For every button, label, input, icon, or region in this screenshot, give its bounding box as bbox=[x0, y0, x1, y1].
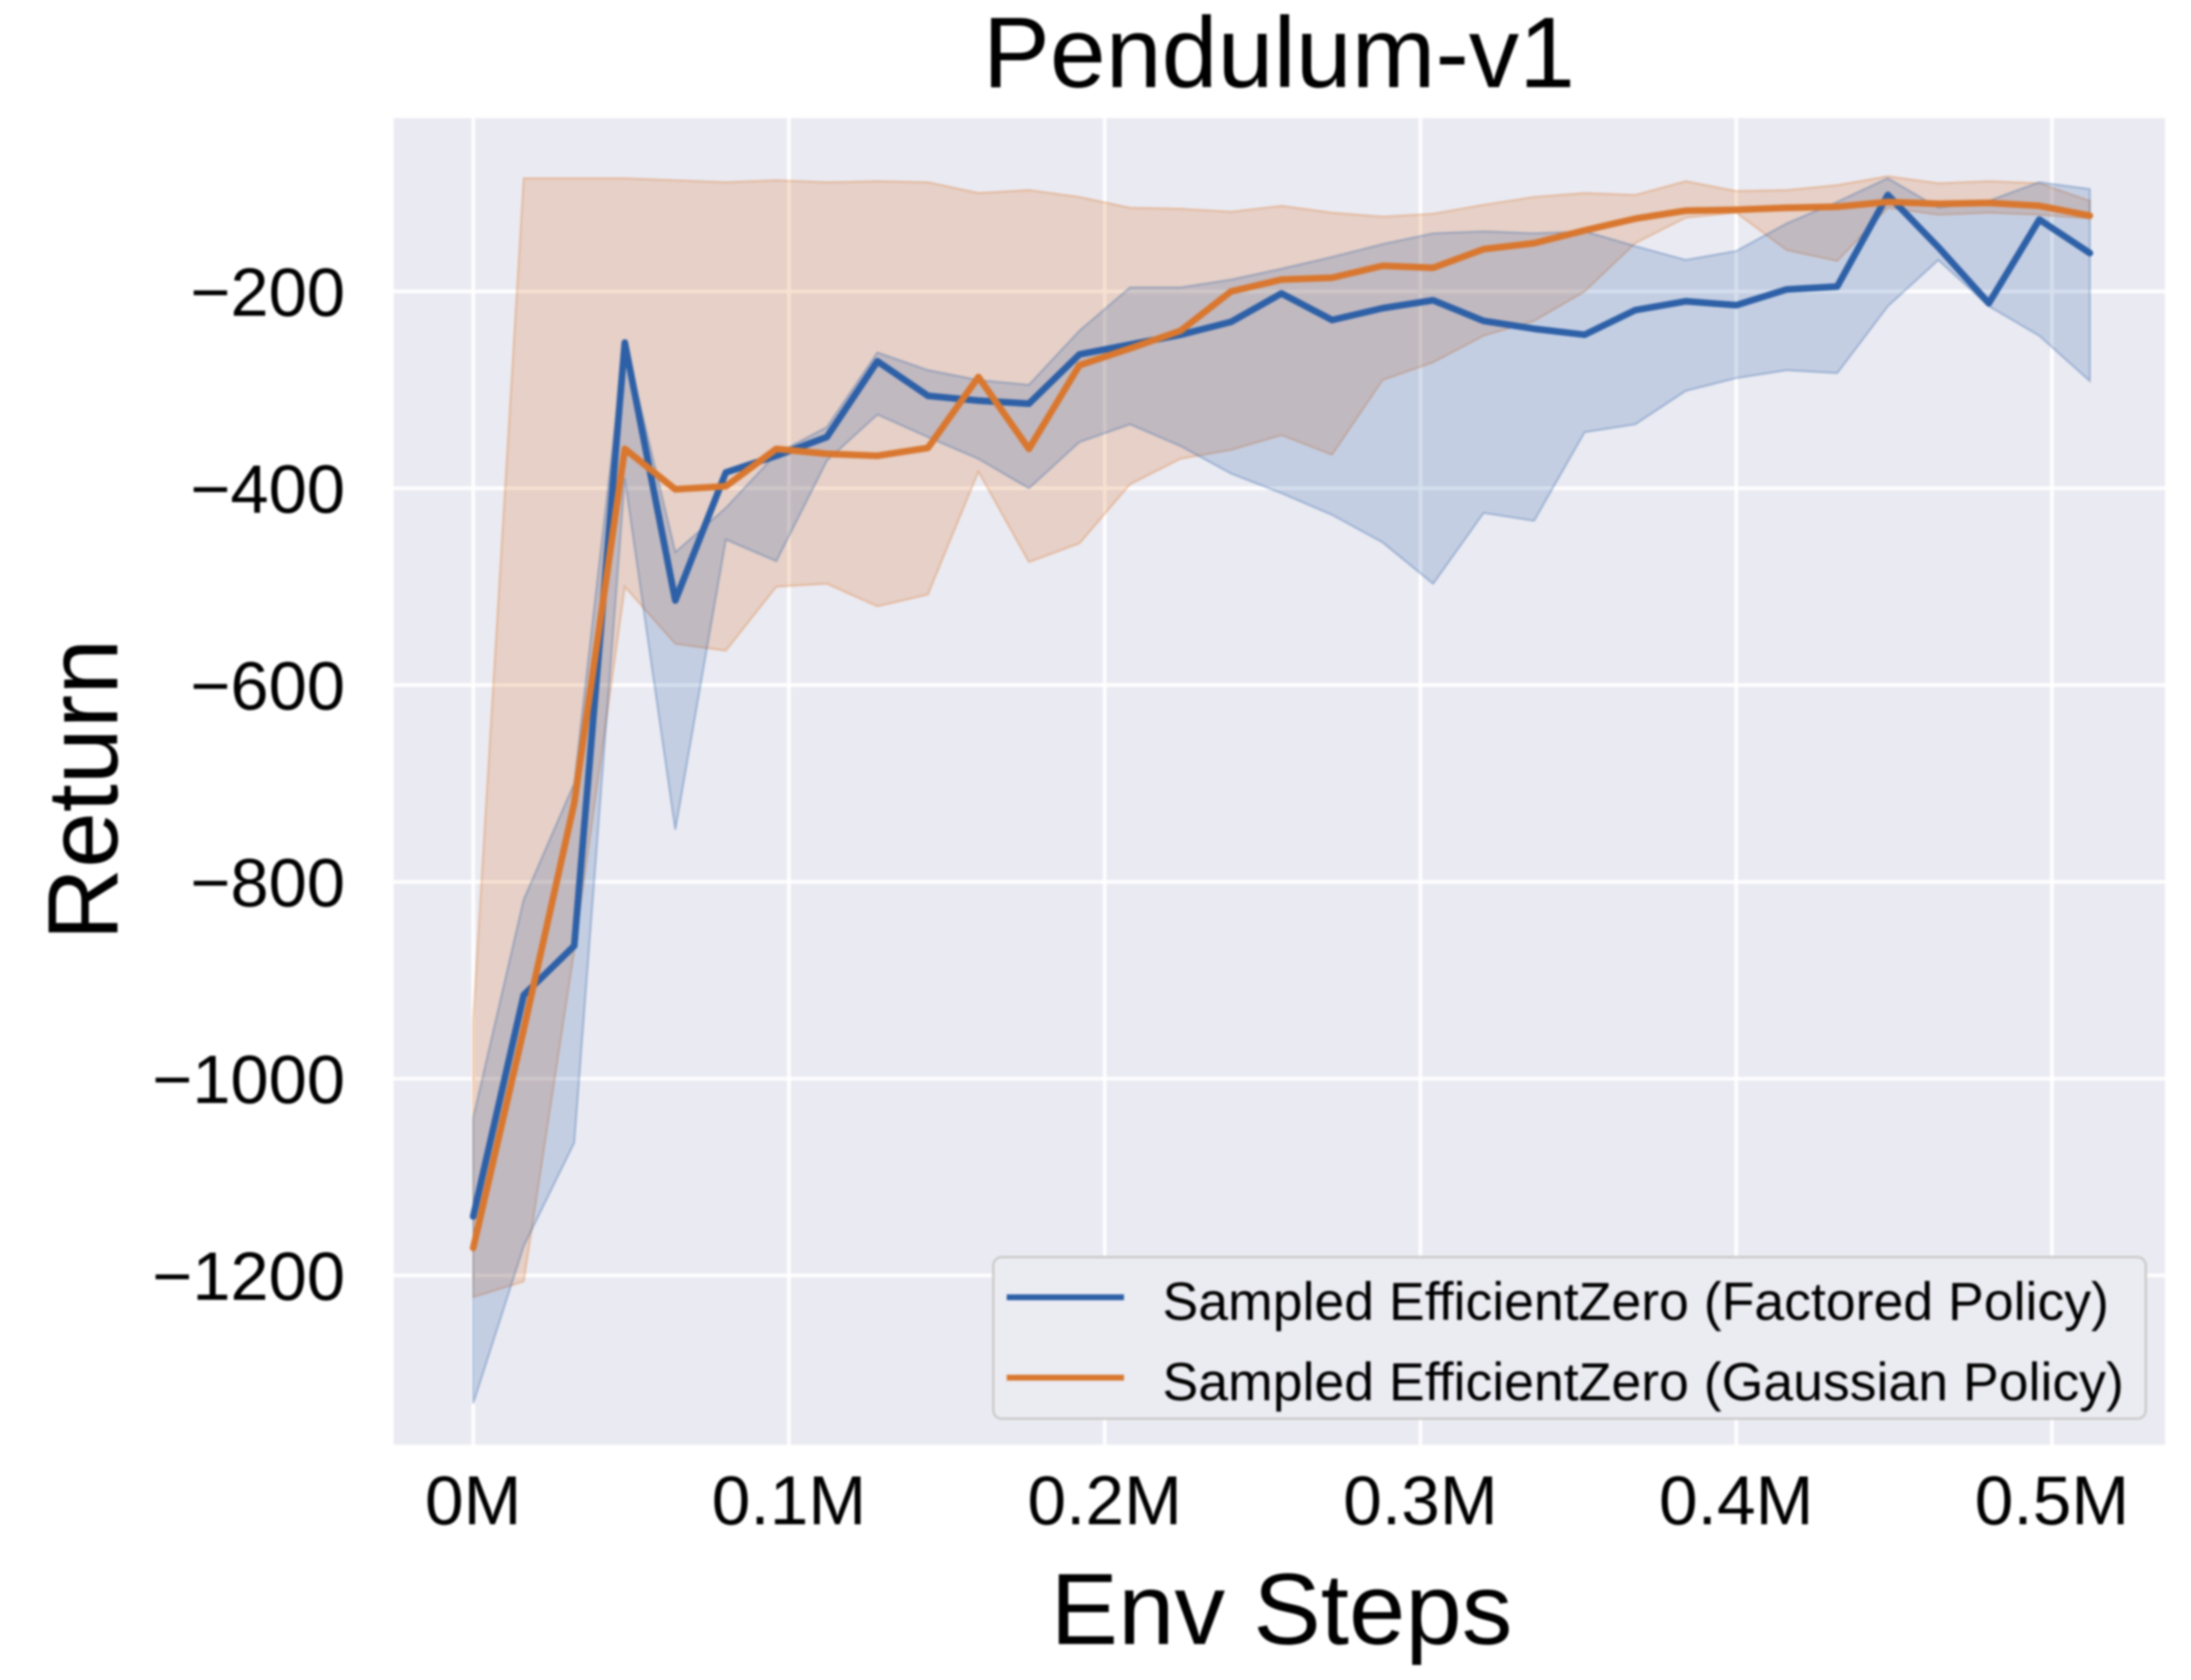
svg-text:−200: −200 bbox=[190, 255, 345, 331]
svg-text:Env Steps: Env Steps bbox=[1050, 1552, 1513, 1666]
svg-text:Sampled EfficientZero (Factore: Sampled EfficientZero (Factored Policy) bbox=[1163, 1271, 2109, 1332]
svg-text:−1000: −1000 bbox=[152, 1042, 345, 1118]
svg-text:−800: −800 bbox=[190, 845, 345, 921]
svg-text:0.5M: 0.5M bbox=[1975, 1461, 2130, 1539]
svg-text:−400: −400 bbox=[190, 451, 345, 528]
svg-text:Return: Return bbox=[27, 639, 139, 940]
svg-text:Sampled EfficientZero (Gaussia: Sampled EfficientZero (Gaussian Policy) bbox=[1163, 1352, 2124, 1412]
svg-text:0.3M: 0.3M bbox=[1343, 1461, 1498, 1539]
svg-text:0.4M: 0.4M bbox=[1659, 1461, 1814, 1539]
svg-text:−1200: −1200 bbox=[152, 1239, 345, 1315]
svg-text:0.2M: 0.2M bbox=[1028, 1461, 1183, 1539]
svg-text:0M: 0M bbox=[425, 1461, 521, 1539]
svg-text:Pendulum-v1: Pendulum-v1 bbox=[982, 0, 1575, 109]
svg-text:−600: −600 bbox=[190, 648, 345, 724]
svg-text:0.1M: 0.1M bbox=[712, 1461, 867, 1539]
